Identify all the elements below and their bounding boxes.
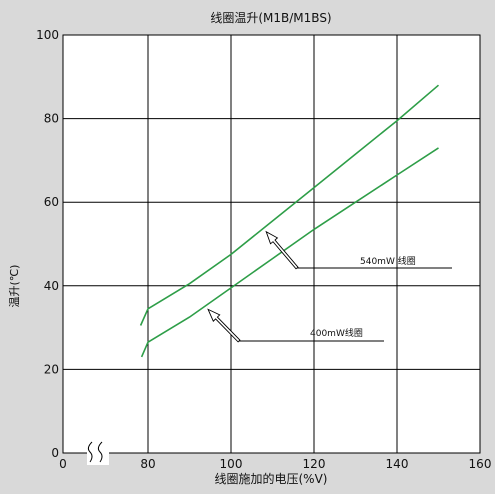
plot-border [62, 34, 481, 454]
series [139, 84, 440, 358]
y-axis-label: 温升(℃) [8, 265, 21, 308]
axis-break-mark [97, 441, 103, 463]
y-tick-label: 100 [36, 28, 59, 42]
x-tick-label: 120 [303, 457, 326, 471]
x-tick-label: 140 [386, 457, 409, 471]
y-tick-label: 80 [44, 112, 59, 126]
y-tick-label: 20 [44, 362, 59, 376]
y-tick-label: 60 [44, 195, 59, 209]
chart-title: 线圈温升(M1B/M1BS) [210, 11, 331, 25]
annotations: 540mW 线圈 400mW线圈 [207, 230, 452, 343]
y-tick-label: 0 [51, 446, 59, 460]
axes: 0 20 40 60 80 100 0 80 100 120 140 160 [36, 28, 491, 471]
series-line [140, 147, 439, 358]
x-tick-label: 0 [59, 457, 67, 471]
plot-area [63, 35, 480, 453]
callout-arrow [265, 230, 299, 270]
series-line [139, 84, 440, 326]
series-label: 540mW 线圈 [360, 255, 416, 267]
x-tick-label: 160 [469, 457, 492, 471]
callout-arrow [207, 308, 241, 343]
x-tick-label: 80 [140, 457, 155, 471]
axis-break-mark [87, 441, 93, 463]
series-label: 400mW线圈 [310, 327, 363, 339]
x-axis-label: 线圈施加的电压(%V) [215, 471, 328, 486]
y-tick-label: 40 [44, 279, 59, 293]
x-tick-label: 100 [220, 457, 243, 471]
axis-break-mask [87, 441, 109, 465]
